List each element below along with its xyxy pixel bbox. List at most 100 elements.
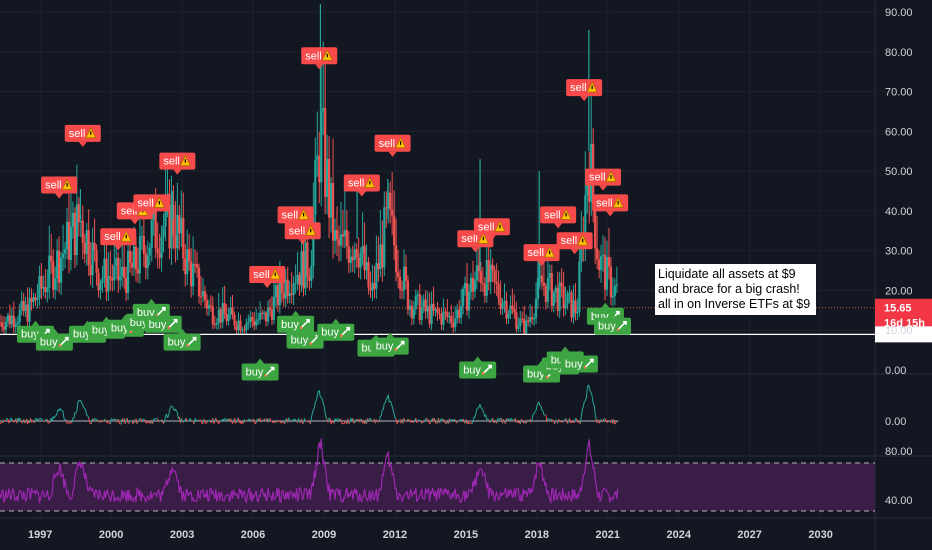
candle-body: [270, 309, 274, 320]
rocket-icon-flame: [340, 334, 343, 338]
rocket-icon-flame: [616, 328, 620, 332]
signal-pointer: [298, 239, 307, 245]
candle-body: [280, 279, 283, 293]
buy-signal: buy: [286, 326, 324, 349]
candle-body: [156, 248, 159, 253]
candle-body: [586, 184, 589, 196]
candle-body: [209, 305, 212, 307]
sell-signal: sell: [100, 228, 137, 251]
candle-body: [395, 245, 398, 273]
candle-body: [517, 326, 520, 329]
signal-text: sell: [253, 269, 270, 281]
candle-body: [215, 323, 218, 325]
candle-body: [195, 264, 199, 268]
rocket-icon-flame: [545, 376, 549, 379]
signal-box: [317, 323, 355, 341]
signal-text: sell: [589, 172, 606, 184]
candle-body: [363, 245, 366, 271]
rsi-line: [0, 438, 619, 505]
signal-pointer: [130, 219, 139, 225]
signal-text: buy: [111, 323, 129, 335]
candle-body: [288, 293, 291, 297]
candle-body: [261, 312, 264, 314]
oscillator-line-negative: [0, 414, 618, 425]
candle-body: [450, 315, 453, 323]
signal-text: sell: [163, 156, 180, 168]
y-tick-label: 30.00: [885, 246, 913, 258]
candle-body: [605, 257, 609, 290]
candle-body: [274, 285, 278, 298]
candle-body: [611, 295, 614, 298]
signal-pointer: [147, 298, 156, 304]
sell-signal: sell: [133, 194, 170, 217]
signal-text: buy: [598, 321, 616, 333]
signal-box: [144, 315, 182, 333]
candle-body: [132, 246, 136, 268]
sell-signal: sell: [540, 206, 577, 229]
candle-body: [576, 311, 579, 314]
candle-body: [599, 256, 603, 271]
sell-signal: sell: [301, 47, 338, 70]
candle-body: [597, 259, 601, 271]
candle-body: [126, 251, 130, 293]
candle-body: [182, 218, 185, 259]
candle-body: [509, 305, 512, 314]
candles: [0, 4, 618, 335]
buy-signal: buy: [35, 328, 73, 351]
buy-signal: buy: [241, 358, 279, 381]
candle-body: [18, 309, 21, 323]
candle-body: [235, 325, 238, 331]
candle-body: [570, 292, 573, 318]
candle-body: [373, 282, 376, 289]
candle-body: [168, 193, 171, 249]
candle-body: [101, 277, 104, 283]
candle-body: [22, 301, 25, 312]
candle-body: [367, 262, 370, 288]
signal-box: [371, 337, 409, 355]
candle-body: [30, 297, 33, 303]
buy-signal: buy: [560, 350, 598, 373]
candle-body: [241, 329, 244, 331]
signal-pointer: [606, 211, 615, 217]
candle-body: [523, 319, 526, 334]
candle-body: [333, 230, 337, 241]
candle-body: [467, 291, 471, 311]
candle-body: [16, 322, 19, 325]
candle-body: [544, 285, 547, 302]
candle-body: [154, 208, 157, 249]
rsi-pane: [0, 438, 875, 512]
candle-body: [85, 230, 88, 254]
signal-box: [241, 363, 279, 381]
candle-body: [73, 212, 76, 256]
candle-body: [306, 242, 309, 277]
candle-body: [205, 300, 209, 309]
sell-signal: sell: [64, 124, 101, 147]
rocket-icon: [482, 364, 493, 375]
candle-body: [176, 214, 179, 249]
candle-body: [501, 303, 504, 309]
candle-body: [50, 255, 53, 262]
candle-body: [158, 252, 161, 258]
candle-body: [448, 315, 451, 318]
candle-body: [432, 304, 435, 311]
signal-text: buy: [149, 319, 167, 331]
candle-body: [140, 235, 143, 237]
candle-body: [192, 264, 195, 287]
candle-body: [584, 195, 587, 248]
signal-text: buy: [565, 359, 583, 371]
signal-pointer: [159, 310, 168, 316]
candle-body: [426, 306, 429, 312]
candle-body: [150, 220, 153, 248]
signal-text: sell: [305, 50, 322, 62]
support-badge: [875, 326, 932, 343]
candle-body: [105, 258, 108, 292]
candle-body: [456, 309, 459, 319]
candle-body: [607, 257, 611, 267]
x-tick-label: 2006: [241, 529, 265, 541]
signal-pointer: [178, 328, 187, 334]
candle-body: [481, 283, 484, 285]
candle-body: [596, 248, 599, 260]
candle-body: [379, 244, 382, 270]
candle-body: [103, 258, 106, 278]
